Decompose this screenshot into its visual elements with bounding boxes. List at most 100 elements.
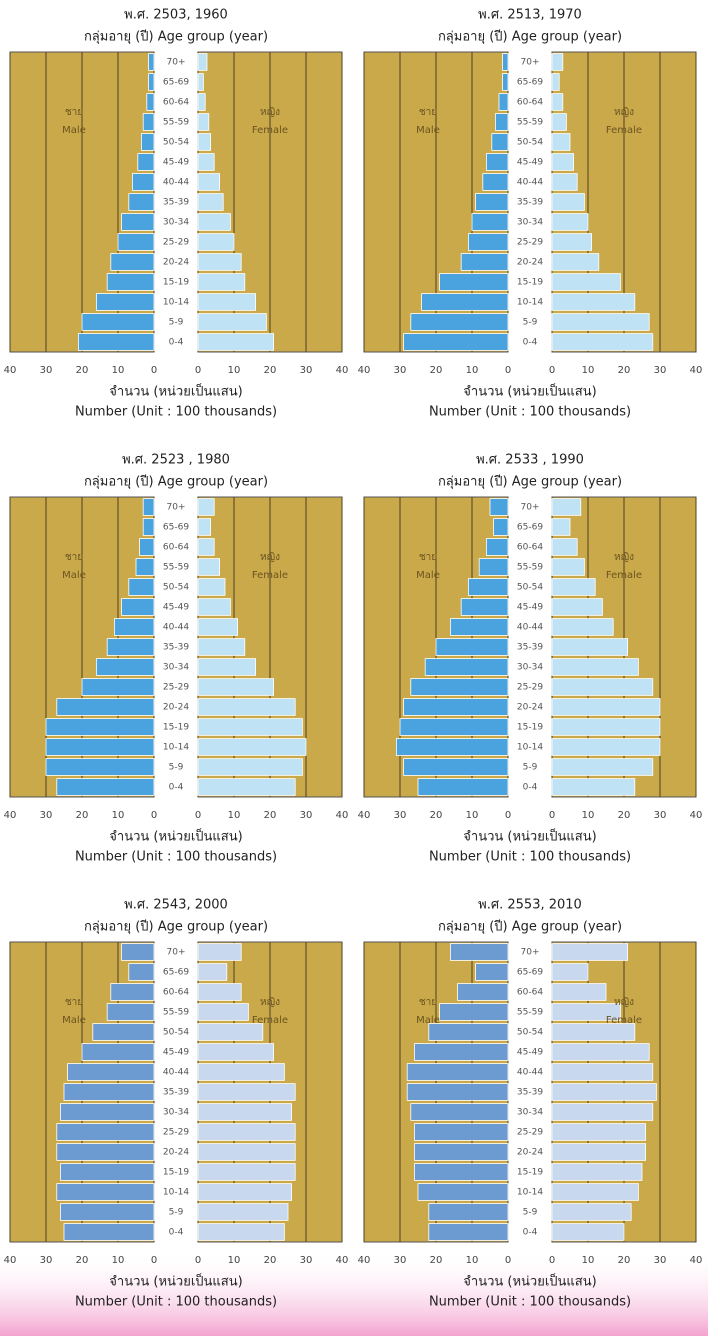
legend-label: Female: [606, 125, 642, 136]
age-group-label: 60-64: [517, 98, 543, 108]
age-group-label: 35-39: [517, 643, 543, 653]
age-group-label: 15-19: [163, 723, 189, 733]
x-axis-label: Number (Unit : 100 thousands): [75, 850, 277, 865]
age-group-label: 30-34: [517, 218, 543, 228]
bar: [121, 598, 155, 616]
x-tick-label: 30: [654, 810, 667, 821]
age-group-label: 65-69: [163, 523, 189, 533]
age-group-label: 25-29: [163, 1128, 189, 1138]
age-group-label: 20-24: [517, 703, 543, 713]
age-group-label: 20-24: [517, 258, 543, 268]
age-group-label: 10-14: [163, 298, 189, 308]
age-group-label: 5-9: [169, 1208, 184, 1218]
bar: [60, 1163, 155, 1181]
x-tick-label: 30: [300, 810, 313, 821]
x-tick-label: 0: [151, 1255, 157, 1266]
age-group-label: 15-19: [517, 278, 543, 288]
x-tick-label: 0: [505, 365, 511, 376]
bar: [106, 1003, 155, 1021]
age-group-label: 25-29: [163, 238, 189, 248]
bar: [417, 1183, 509, 1201]
bar: [197, 1063, 285, 1081]
chart-subtitle: กลุ่มอายุ (ปี) Age group (year): [438, 29, 622, 45]
bar: [197, 153, 215, 171]
bar: [460, 253, 509, 271]
bar: [403, 758, 509, 776]
bar: [197, 943, 242, 961]
bar: [491, 133, 509, 151]
age-group-label: 65-69: [517, 523, 543, 533]
bar: [551, 1003, 621, 1021]
age-group-label: 0-4: [169, 783, 184, 793]
x-axis-label: จำนวน (หน่วยเป็นแสน): [109, 382, 242, 400]
age-group-label: 30-34: [163, 218, 189, 228]
x-tick-label: 40: [358, 810, 371, 821]
age-group-label: 70+: [521, 948, 540, 958]
bar: [45, 758, 155, 776]
x-tick-label: 0: [505, 810, 511, 821]
bar: [489, 498, 509, 516]
x-tick-label: 40: [336, 365, 349, 376]
age-group-label: 5-9: [169, 318, 184, 328]
bar: [551, 983, 607, 1001]
legend-label: ชาย: [419, 552, 437, 563]
bar: [128, 578, 155, 596]
bar: [67, 1063, 155, 1081]
age-group-label: 35-39: [517, 198, 543, 208]
bar: [551, 963, 589, 981]
bar: [551, 518, 571, 536]
x-axis-label: จำนวน (หน่วยเป็นแสน): [109, 1272, 242, 1290]
legend-label: Female: [252, 125, 288, 136]
bar: [551, 1183, 639, 1201]
bar: [106, 273, 155, 291]
x-tick-label: 20: [76, 1255, 89, 1266]
x-tick-label: 30: [394, 365, 407, 376]
bar: [551, 133, 571, 151]
chart-title: พ.ศ. 2503, 1960: [124, 8, 228, 23]
bar: [128, 193, 155, 211]
chart-title: พ.ศ. 2553, 2010: [478, 898, 582, 913]
bar: [457, 983, 509, 1001]
bar: [410, 313, 509, 331]
bar: [439, 1003, 509, 1021]
age-group-label: 40-44: [517, 178, 543, 188]
legend-label: Male: [62, 1015, 86, 1026]
x-tick-label: 40: [336, 1255, 349, 1266]
x-tick-label: 40: [358, 365, 371, 376]
chart-subtitle: กลุ่มอายุ (ปี) Age group (year): [84, 474, 268, 490]
age-group-label: 5-9: [523, 318, 538, 328]
x-tick-label: 10: [228, 1255, 241, 1266]
age-group-label: 70+: [167, 948, 186, 958]
age-group-label: 45-49: [163, 603, 189, 613]
bar: [63, 1083, 155, 1101]
chart: พ.ศ. 2533 , 1990 กลุ่มอายุ (ปี) Age group…: [358, 453, 703, 865]
bar: [114, 618, 155, 636]
age-group-label: 60-64: [517, 543, 543, 553]
bar: [139, 538, 155, 556]
bar: [56, 1183, 155, 1201]
x-tick-label: 0: [549, 365, 555, 376]
x-tick-label: 0: [549, 1255, 555, 1266]
age-group-label: 50-54: [163, 583, 189, 593]
x-tick-label: 10: [466, 810, 479, 821]
age-group-label: 50-54: [517, 583, 543, 593]
chart-title: พ.ศ. 2533 , 1990: [476, 453, 584, 468]
x-tick-label: 10: [112, 1255, 125, 1266]
x-tick-label: 0: [195, 810, 201, 821]
age-group-label: 30-34: [517, 1108, 543, 1118]
age-group-label: 55-59: [517, 563, 543, 573]
x-tick-label: 20: [618, 1255, 631, 1266]
bar: [551, 618, 614, 636]
bar: [551, 1043, 650, 1061]
x-axis-label: จำนวน (หน่วยเป็นแสน): [463, 1272, 596, 1290]
age-group-label: 65-69: [163, 78, 189, 88]
age-group-label: 55-59: [163, 563, 189, 573]
bar: [81, 678, 155, 696]
bar: [551, 173, 578, 191]
bar: [551, 1163, 643, 1181]
age-group-label: 10-14: [517, 1188, 543, 1198]
bar: [475, 193, 509, 211]
bar: [56, 1143, 155, 1161]
bar: [197, 173, 221, 191]
x-tick-label: 10: [112, 810, 125, 821]
